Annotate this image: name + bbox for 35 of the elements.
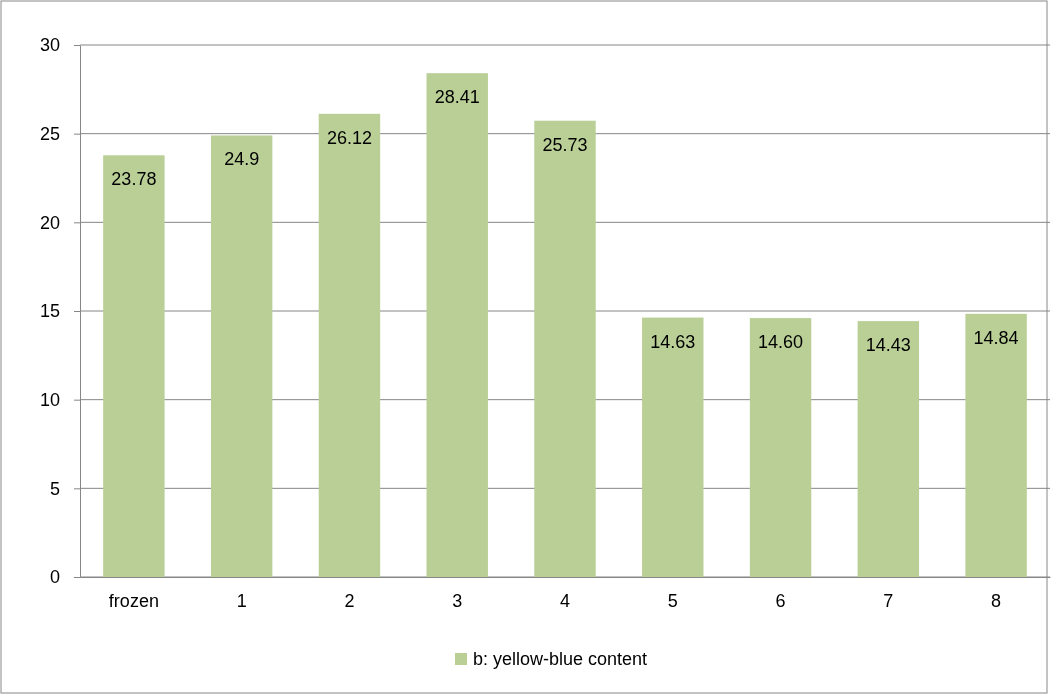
y-tick-label: 10 (39, 389, 60, 410)
bar (534, 120, 596, 577)
y-tick-label: 15 (39, 301, 60, 322)
data-label: 14.60 (758, 332, 804, 353)
y-tick-label: 30 (39, 35, 60, 56)
data-label: 26.12 (326, 127, 372, 148)
bar (965, 313, 1027, 577)
x-tick-label: 6 (775, 591, 786, 611)
x-tick-label: 3 (452, 591, 463, 611)
bar (426, 73, 488, 577)
x-tick-label: 1 (236, 591, 247, 611)
data-label: 25.73 (542, 134, 588, 155)
y-tick-label: 25 (39, 123, 60, 144)
bar (857, 321, 920, 577)
data-label: 14.63 (650, 331, 696, 352)
data-label: 14.43 (865, 335, 911, 356)
x-tick-label: 5 (667, 591, 678, 611)
data-label: 23.78 (111, 169, 157, 190)
x-tick-label: 4 (559, 591, 571, 611)
x-tick-label: 8 (991, 591, 1002, 611)
bar (642, 317, 704, 577)
y-tick-label: 20 (39, 212, 60, 233)
bar (318, 113, 381, 577)
bar (210, 135, 273, 577)
data-label: 24.9 (224, 149, 260, 170)
y-tick-label: 0 (49, 567, 60, 588)
legend-label: b: yellow-blue content (473, 649, 648, 669)
data-label: 28.41 (434, 87, 480, 108)
bar (749, 318, 812, 577)
x-tick-label: 2 (344, 591, 355, 611)
data-label: 14.84 (973, 327, 1019, 348)
bar (103, 155, 165, 577)
y-tick-label: 5 (49, 478, 60, 499)
x-tick-label: 7 (883, 591, 894, 611)
x-tick-label: frozen (108, 591, 159, 611)
